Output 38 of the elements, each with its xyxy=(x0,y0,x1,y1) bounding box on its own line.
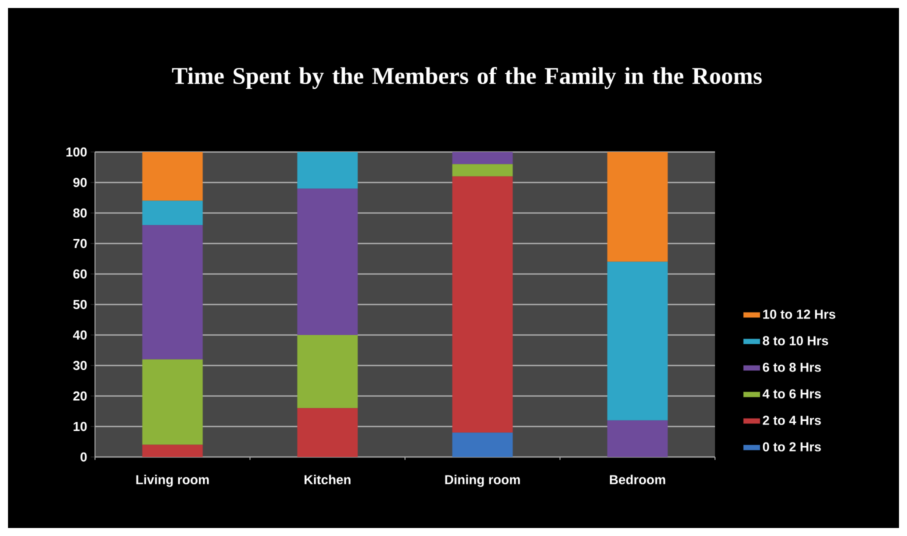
bar xyxy=(452,176,513,433)
bar xyxy=(452,432,513,457)
legend-label: 6 to 8 Hrs xyxy=(762,362,821,372)
y-tick-label: 60 xyxy=(73,269,87,279)
x-tick-label: Living room xyxy=(136,474,209,487)
y-tick-label: 70 xyxy=(73,238,87,248)
y-tick-label: 30 xyxy=(73,360,87,370)
y-tick-label: 50 xyxy=(73,300,87,310)
legend-label: 10 to 12 Hrs xyxy=(763,310,836,319)
bar xyxy=(142,152,203,201)
y-tick-label: 80 xyxy=(73,208,87,218)
x-tick-label: Kitchen xyxy=(304,474,350,484)
bar xyxy=(607,262,668,420)
bar xyxy=(297,188,358,335)
legend-label: 0 to 2 Hrs xyxy=(762,442,821,452)
legend-label: 8 to 10 Hrs xyxy=(762,336,828,346)
bar xyxy=(297,152,358,189)
bar xyxy=(297,408,358,457)
bar xyxy=(452,164,513,176)
bar xyxy=(142,359,203,445)
bar xyxy=(607,152,668,262)
legend-label: 2 to 4 Hrs xyxy=(762,416,821,425)
legend-label: 4 to 6 Hrs xyxy=(762,389,821,398)
bar xyxy=(142,225,203,360)
bar xyxy=(452,152,513,164)
bar xyxy=(607,420,668,457)
x-tick-label: Bedroom xyxy=(610,474,666,484)
y-tick-label: 0 xyxy=(80,452,87,462)
x-tick-label: Dining room xyxy=(445,474,520,487)
y-tick-label: 90 xyxy=(73,178,87,188)
bar xyxy=(142,444,203,457)
y-tick-label: 100 xyxy=(66,147,87,157)
chart-title: Time Spent by the Members of the Family in the Rooms xyxy=(172,67,762,89)
bar xyxy=(297,334,358,408)
y-tick-label: 40 xyxy=(73,330,87,340)
y-tick-label: 10 xyxy=(74,422,87,432)
y-tick-label: 20 xyxy=(73,391,87,401)
bar xyxy=(142,200,203,226)
